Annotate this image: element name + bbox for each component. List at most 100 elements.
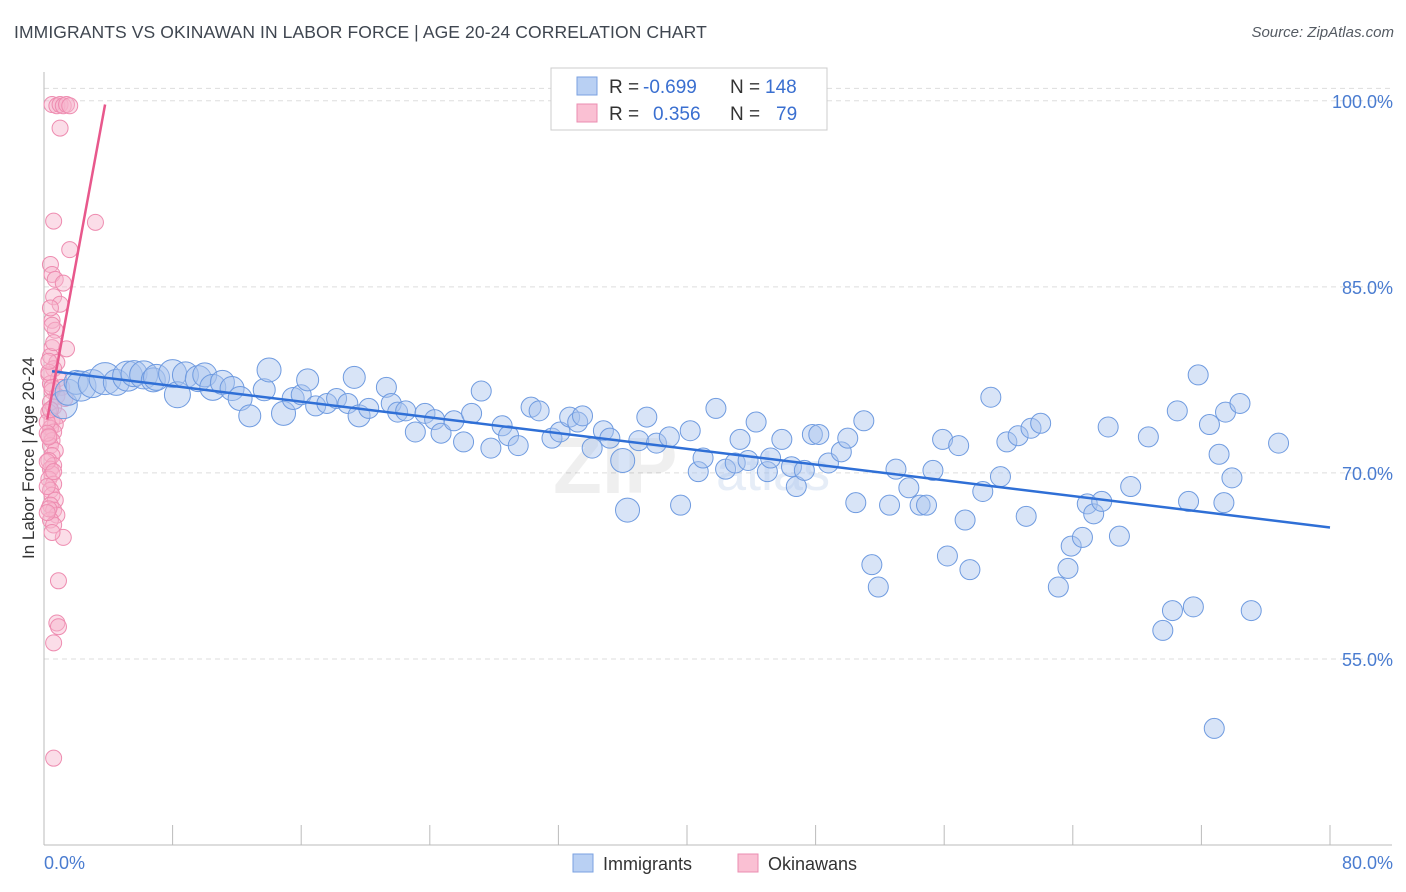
immigrants-point-58 [581, 437, 603, 459]
bottom-legend-swatch-okinawans [737, 853, 759, 873]
immigrants-point-104 [980, 386, 1002, 408]
y-tick-label-3: 55.0% [1342, 650, 1393, 670]
immigrants-point-111 [1047, 576, 1069, 598]
watermark: ZIP atlas [553, 421, 830, 510]
y-axis-label: In Labor Force | Age 20-24 [19, 357, 38, 559]
immigrants-point-66 [658, 426, 680, 448]
immigrants-point-91 [867, 576, 889, 598]
series-okinawans [38, 96, 104, 767]
immigrants-point-126 [1182, 596, 1204, 618]
immigrants-point-76 [745, 411, 767, 433]
okinawans-point-8 [86, 213, 104, 231]
okinawans-point-74 [40, 352, 58, 370]
trend-lines [45, 104, 1331, 529]
okinawans-point-7 [45, 212, 63, 230]
immigrants-point-24 [271, 400, 297, 426]
okinawans-point-63 [45, 749, 63, 767]
okinawans-point-58 [43, 523, 61, 541]
immigrants-point-70 [692, 447, 714, 469]
okinawans-point-16 [43, 311, 61, 329]
immigrants-point-92 [879, 494, 901, 516]
immigrants-point-75 [737, 450, 759, 471]
okinawans-point-78 [45, 463, 63, 481]
immigrants-point-7 [112, 360, 144, 392]
immigrants-point-128 [1198, 414, 1220, 436]
immigrants-point-67 [670, 494, 692, 516]
immigrants-point-116 [1083, 503, 1105, 525]
legend-r-value-1: -0.699 [643, 77, 697, 98]
immigrants-point-134 [1203, 717, 1225, 739]
immigrants-point-105 [989, 466, 1011, 488]
immigrants-point-107 [1007, 425, 1029, 447]
immigrants-point-32 [342, 365, 366, 389]
chart-source: Source: ZipAtlas.com [1251, 24, 1394, 41]
immigrants-point-42 [430, 422, 452, 444]
legend-swatch-okinawans [576, 103, 598, 123]
immigrants-point-79 [771, 428, 793, 450]
okinawans-point-6 [51, 119, 69, 137]
okinawans-point-71 [38, 504, 56, 522]
immigrants-point-6 [102, 368, 130, 396]
okinawans-point-62 [45, 634, 63, 652]
immigrants-point-123 [1161, 600, 1183, 622]
immigrants-point-100 [948, 435, 970, 457]
immigrants-point-127 [1187, 364, 1209, 386]
immigrants-point-27 [296, 368, 320, 392]
immigrants-point-52 [528, 400, 550, 422]
okinawans-trend-line [45, 104, 107, 420]
immigrants-point-106 [996, 431, 1018, 453]
y-tick-label-2: 70.0% [1342, 464, 1393, 484]
immigrants-point-44 [453, 431, 475, 453]
okinawans-point-68 [38, 453, 56, 471]
okinawans-point-13 [54, 274, 72, 292]
immigrants-point-101 [954, 509, 976, 531]
immigrants-point-136 [1213, 492, 1235, 514]
legend-box: R = -0.699 N = 148 R = 0.356 N = 79 [550, 67, 828, 131]
immigrants-point-95 [909, 494, 931, 516]
immigrants-point-135 [1268, 432, 1290, 454]
okinawans-point-67 [40, 428, 58, 446]
x-tick-max: 80.0% [1342, 853, 1393, 873]
immigrants-point-57 [572, 405, 594, 427]
immigrants-point-64 [636, 406, 658, 428]
immigrants-point-63 [628, 430, 650, 452]
immigrants-point-83 [801, 423, 823, 445]
immigrants-point-118 [1097, 416, 1119, 438]
immigrants-point-124 [1166, 400, 1188, 422]
immigrants-point-133 [1240, 600, 1262, 622]
immigrants-point-46 [470, 380, 492, 402]
immigrants-point-30 [326, 387, 348, 409]
x-tick-min: 0.0% [44, 853, 85, 873]
immigrants-point-68 [679, 420, 701, 442]
immigrants-point-77 [756, 461, 778, 483]
immigrants-point-129 [1208, 443, 1230, 465]
immigrants-point-113 [1060, 535, 1082, 557]
legend-n-label-1: N = [730, 77, 760, 98]
immigrants-point-90 [861, 554, 883, 576]
okinawans-point-5 [61, 97, 79, 115]
immigrants-point-89 [853, 410, 875, 432]
y-tick-label-1: 85.0% [1342, 278, 1393, 298]
immigrants-point-108 [1015, 505, 1037, 527]
immigrants-point-71 [705, 397, 727, 419]
immigrants-point-110 [1030, 412, 1052, 434]
immigrants-point-86 [830, 441, 852, 463]
immigrants-point-87 [837, 427, 859, 449]
chart-title: IMMIGRANTS VS OKINAWAN IN LABOR FORCE | … [14, 22, 707, 42]
immigrants-point-99 [936, 545, 958, 567]
immigrants-point-69 [687, 461, 709, 483]
immigrants-point-96 [916, 494, 938, 516]
immigrants-point-3 [65, 370, 97, 402]
immigrants-point-47 [480, 437, 502, 459]
immigrants-point-131 [1221, 467, 1243, 489]
immigrants-point-45 [461, 402, 483, 424]
immigrants-point-23 [256, 357, 282, 383]
legend-r-label-2: R = [609, 104, 639, 125]
series-immigrants [48, 357, 1290, 739]
immigrants-point-39 [404, 421, 426, 443]
bottom-legend: Immigrants Okinawans [572, 853, 857, 874]
legend-r-value-2: 0.356 [653, 104, 701, 125]
okinawans-point-61 [49, 618, 67, 636]
immigrants-point-98 [932, 428, 954, 450]
y-tick-label-0: 100.0% [1332, 92, 1393, 112]
